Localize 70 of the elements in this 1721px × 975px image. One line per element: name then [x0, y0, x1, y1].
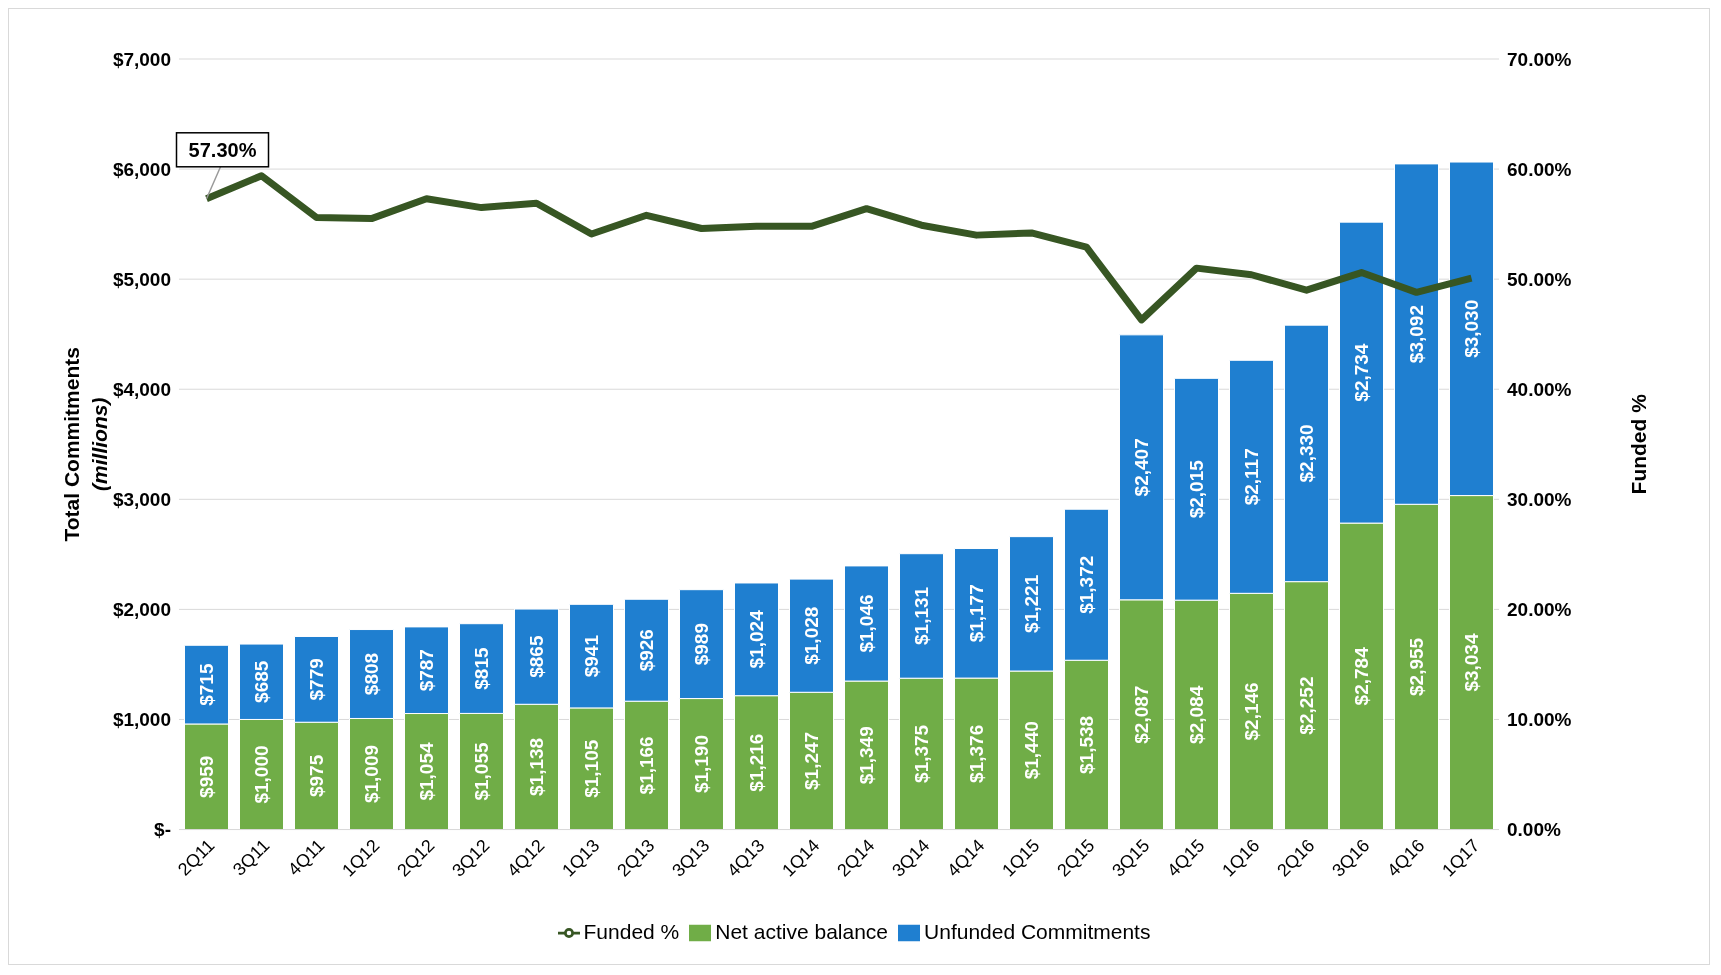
annotation: 57.30%	[188, 138, 257, 161]
data-label: $1,105	[581, 739, 602, 798]
data-label: $2,252	[1296, 676, 1317, 735]
data-label: $1,216	[746, 733, 767, 792]
data-label: $1,349	[856, 726, 877, 785]
data-label: $3,092	[1406, 305, 1427, 364]
y2-tick-label: 60.00%	[1507, 158, 1572, 180]
y-tick-label: $2,000	[112, 599, 171, 621]
data-label: $1,166	[636, 736, 657, 795]
legend-label: Net active balance	[715, 919, 889, 943]
data-label: $2,015	[1186, 459, 1207, 519]
data-label: $1,375	[911, 724, 932, 783]
y-tick-label: $4,000	[112, 378, 171, 400]
data-label: $815	[471, 647, 492, 690]
y2-tick-label: 0.00%	[1507, 819, 1561, 841]
data-label: $2,407	[1131, 438, 1152, 497]
data-label: $1,376	[966, 724, 987, 783]
data-label: $989	[691, 622, 712, 666]
legend-label: Funded %	[583, 919, 680, 943]
data-label: $1,000	[251, 745, 272, 804]
legend-label: Unfunded Commitments	[924, 919, 1151, 943]
data-label: $2,955	[1406, 637, 1427, 696]
data-label: $1,138	[526, 737, 547, 796]
data-label: $865	[526, 635, 547, 678]
data-label: $3,030	[1461, 299, 1482, 358]
data-label: $1,028	[801, 606, 822, 665]
data-label: $1,009	[361, 744, 382, 804]
data-label: $2,146	[1241, 682, 1262, 741]
data-label: $787	[416, 649, 437, 692]
data-label: $941	[581, 634, 602, 678]
data-label: $1,190	[691, 734, 712, 794]
data-label: $959	[196, 755, 217, 798]
y-tick-label: $7,000	[112, 48, 171, 70]
data-label: $1,177	[966, 584, 987, 643]
y2-tick-label: 50.00%	[1507, 268, 1572, 290]
data-label: $1,372	[1076, 555, 1097, 614]
data-label: $926	[636, 629, 657, 672]
y-tick-label: $6,000	[112, 158, 171, 180]
y2-tick-label: 70.00%	[1507, 48, 1572, 70]
data-label: $975	[306, 754, 327, 798]
data-label: $1,054	[416, 742, 437, 801]
data-label: $2,784	[1351, 646, 1372, 706]
data-label: $1,440	[1021, 721, 1042, 780]
y2-tick-label: 10.00%	[1507, 709, 1572, 731]
data-label: $715	[196, 663, 217, 706]
y-tick-label: $5,000	[112, 268, 171, 290]
data-label: $3,034	[1461, 633, 1482, 692]
data-label: $2,330	[1296, 424, 1317, 483]
y2-tick-label: 30.00%	[1507, 489, 1572, 511]
data-label: $1,055	[471, 742, 492, 801]
data-label: $1,046	[856, 594, 877, 653]
data-label: $1,131	[911, 586, 932, 645]
y-tick-label: $3,000	[112, 489, 171, 511]
data-label: $2,734	[1351, 343, 1372, 402]
data-label: $1,247	[801, 731, 822, 790]
data-label: $685	[251, 660, 272, 703]
y2-tick-label: 40.00%	[1507, 378, 1572, 400]
y2-tick-label: 20.00%	[1507, 599, 1572, 621]
data-label: $1,538	[1076, 715, 1097, 774]
y-tick-label: $-	[154, 819, 171, 841]
data-label: $779	[306, 658, 327, 701]
data-label: $2,117	[1241, 448, 1262, 506]
data-label: $1,024	[746, 609, 767, 669]
data-label: $1,221	[1021, 574, 1042, 633]
data-label: $2,087	[1131, 685, 1152, 744]
data-label: $808	[361, 652, 382, 696]
data-label: $2,084	[1186, 685, 1207, 744]
y2-axis-title: Funded %	[1627, 393, 1651, 495]
y-axis-title: Total Commitments (millions)	[60, 347, 111, 542]
y-tick-label: $1,000	[112, 709, 171, 731]
